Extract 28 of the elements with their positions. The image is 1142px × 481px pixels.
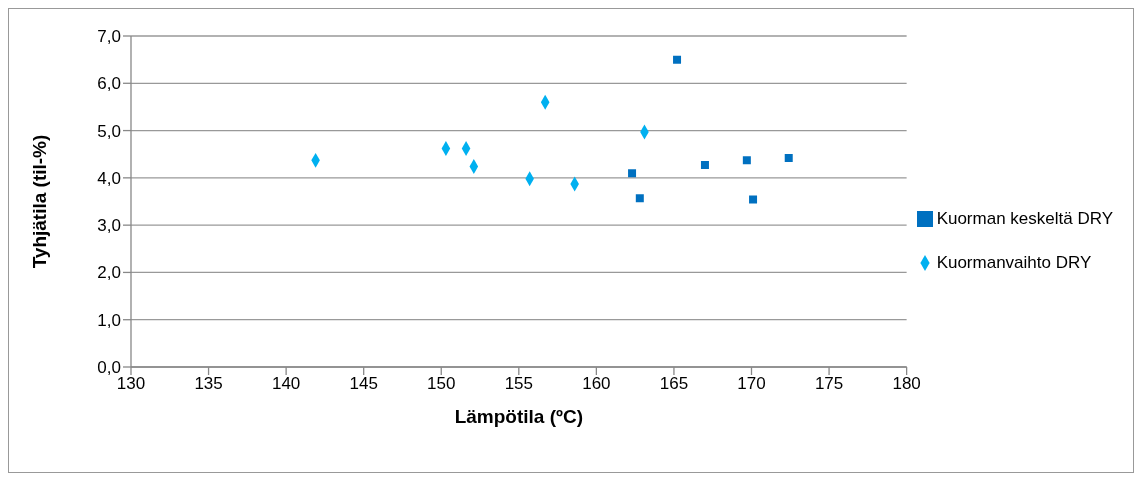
x-tick-label: 165 (659, 374, 689, 394)
legend-label: Kuorman keskeltä DRY (936, 208, 1113, 228)
point (742, 156, 751, 165)
x-tick-label: 140 (271, 374, 301, 394)
x-tick-label: 160 (582, 374, 611, 394)
y-tick-label: 4,0 (97, 168, 121, 188)
x-tick-label: 135 (194, 374, 223, 394)
x-tick-label: 180 (892, 374, 921, 394)
point (635, 194, 644, 203)
y-axis-title: Tyhjätila (til-%) (28, 134, 50, 269)
y-tick-label: 7,0 (97, 27, 121, 47)
y-tick-label: 5,0 (97, 121, 121, 141)
x-tick-label: 145 (349, 374, 378, 394)
y-tick-label: 1,0 (97, 310, 121, 330)
point (673, 55, 682, 64)
x-tick-label: 155 (504, 374, 533, 394)
point (749, 195, 758, 204)
legend-label: Kuormanvaihto DRY (936, 252, 1092, 272)
point (628, 169, 637, 178)
point (784, 154, 793, 162)
x-tick-label: 150 (427, 374, 456, 394)
x-tick-label: 170 (737, 374, 766, 394)
point (700, 161, 709, 170)
x-tick-label: 175 (814, 374, 844, 394)
y-tick-label: 3,0 (97, 216, 121, 236)
y-tick-label: 2,0 (97, 263, 121, 283)
x-axis-title: Lämpötila (ºC) (454, 406, 583, 427)
y-tick-label: 6,0 (97, 74, 121, 94)
